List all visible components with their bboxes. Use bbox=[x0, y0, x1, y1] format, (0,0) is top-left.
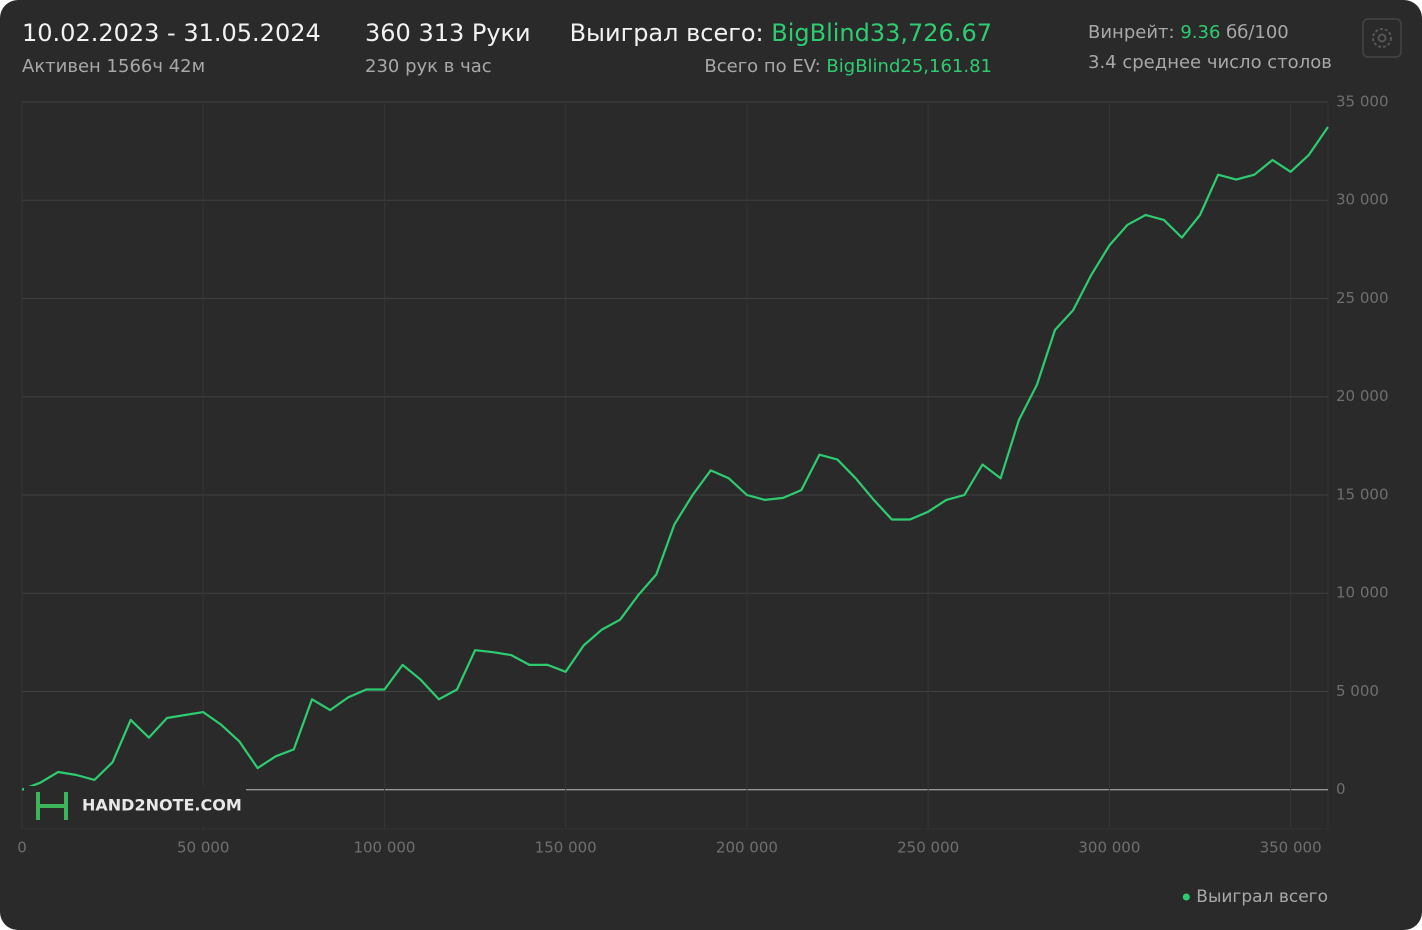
x-tick-label: 250 000 bbox=[897, 839, 959, 857]
tables: 3.4 среднее число столов bbox=[1088, 52, 1332, 73]
watermark: HAND2NOTE.COM bbox=[24, 786, 246, 826]
y-tick-label: 25 000 bbox=[1336, 289, 1389, 307]
hands-per-hour: 230 рук в час bbox=[365, 56, 492, 77]
x-tick-label: 200 000 bbox=[716, 839, 778, 857]
y-tick-label: 30 000 bbox=[1336, 191, 1389, 209]
active-time: Активен 1566ч 42м bbox=[22, 56, 205, 77]
won-value: BigBlind33,726.67 bbox=[771, 19, 992, 47]
settings-icon[interactable] bbox=[1372, 28, 1392, 48]
watermark-logo bbox=[36, 792, 68, 820]
ev-value: BigBlind25,161.81 bbox=[826, 56, 992, 77]
y-tick-label: 20 000 bbox=[1336, 387, 1389, 405]
y-tick-label: 0 bbox=[1336, 780, 1346, 798]
x-tick-label: 0 bbox=[17, 839, 27, 857]
x-tick-label: 100 000 bbox=[353, 839, 415, 857]
date-range: 10.02.2023 - 31.05.2024 bbox=[22, 19, 321, 47]
settings-frame[interactable] bbox=[1362, 18, 1402, 58]
legend-marker bbox=[1182, 893, 1190, 901]
legend-label: Выиграл всего bbox=[1196, 887, 1328, 907]
data-line bbox=[21, 126, 1329, 791]
won-total: Выиграл всего: BigBlind33,726.67 bbox=[570, 19, 992, 47]
settings-icon-center[interactable] bbox=[1377, 33, 1387, 43]
winrate-label: Винрейт: bbox=[1088, 22, 1175, 43]
winrate: Винрейт: 9.36 бб/100 bbox=[1088, 22, 1289, 43]
y-tick-label: 35 000 bbox=[1336, 93, 1389, 111]
y-tick-label: 15 000 bbox=[1336, 485, 1389, 503]
hands: 360 313 Руки bbox=[365, 19, 531, 47]
won-label: Выиграл всего: bbox=[570, 19, 764, 47]
settings-button[interactable] bbox=[1362, 18, 1402, 58]
x-tick-label: 150 000 bbox=[535, 839, 597, 857]
x-tick-label: 350 000 bbox=[1260, 839, 1322, 857]
winrate-unit: бб/100 bbox=[1226, 22, 1289, 43]
winrate-value: 9.36 bbox=[1180, 22, 1220, 43]
y-tick-label: 5 000 bbox=[1336, 682, 1379, 700]
plot: 0 5 000 10 000 15 000 20 000 25 000 30 000 35 0… bbox=[17, 93, 1388, 857]
y-tick-label: 10 000 bbox=[1336, 584, 1389, 602]
watermark-text: HAND2NOTE.COM bbox=[82, 796, 242, 815]
plot-area bbox=[21, 101, 1329, 830]
ev-total: Всего по EV: BigBlind25,161.81 bbox=[704, 56, 992, 77]
ev-label: Всего по EV: bbox=[704, 56, 820, 77]
x-tick-label: 300 000 bbox=[1078, 839, 1140, 857]
x-tick-label: 50 000 bbox=[177, 839, 230, 857]
